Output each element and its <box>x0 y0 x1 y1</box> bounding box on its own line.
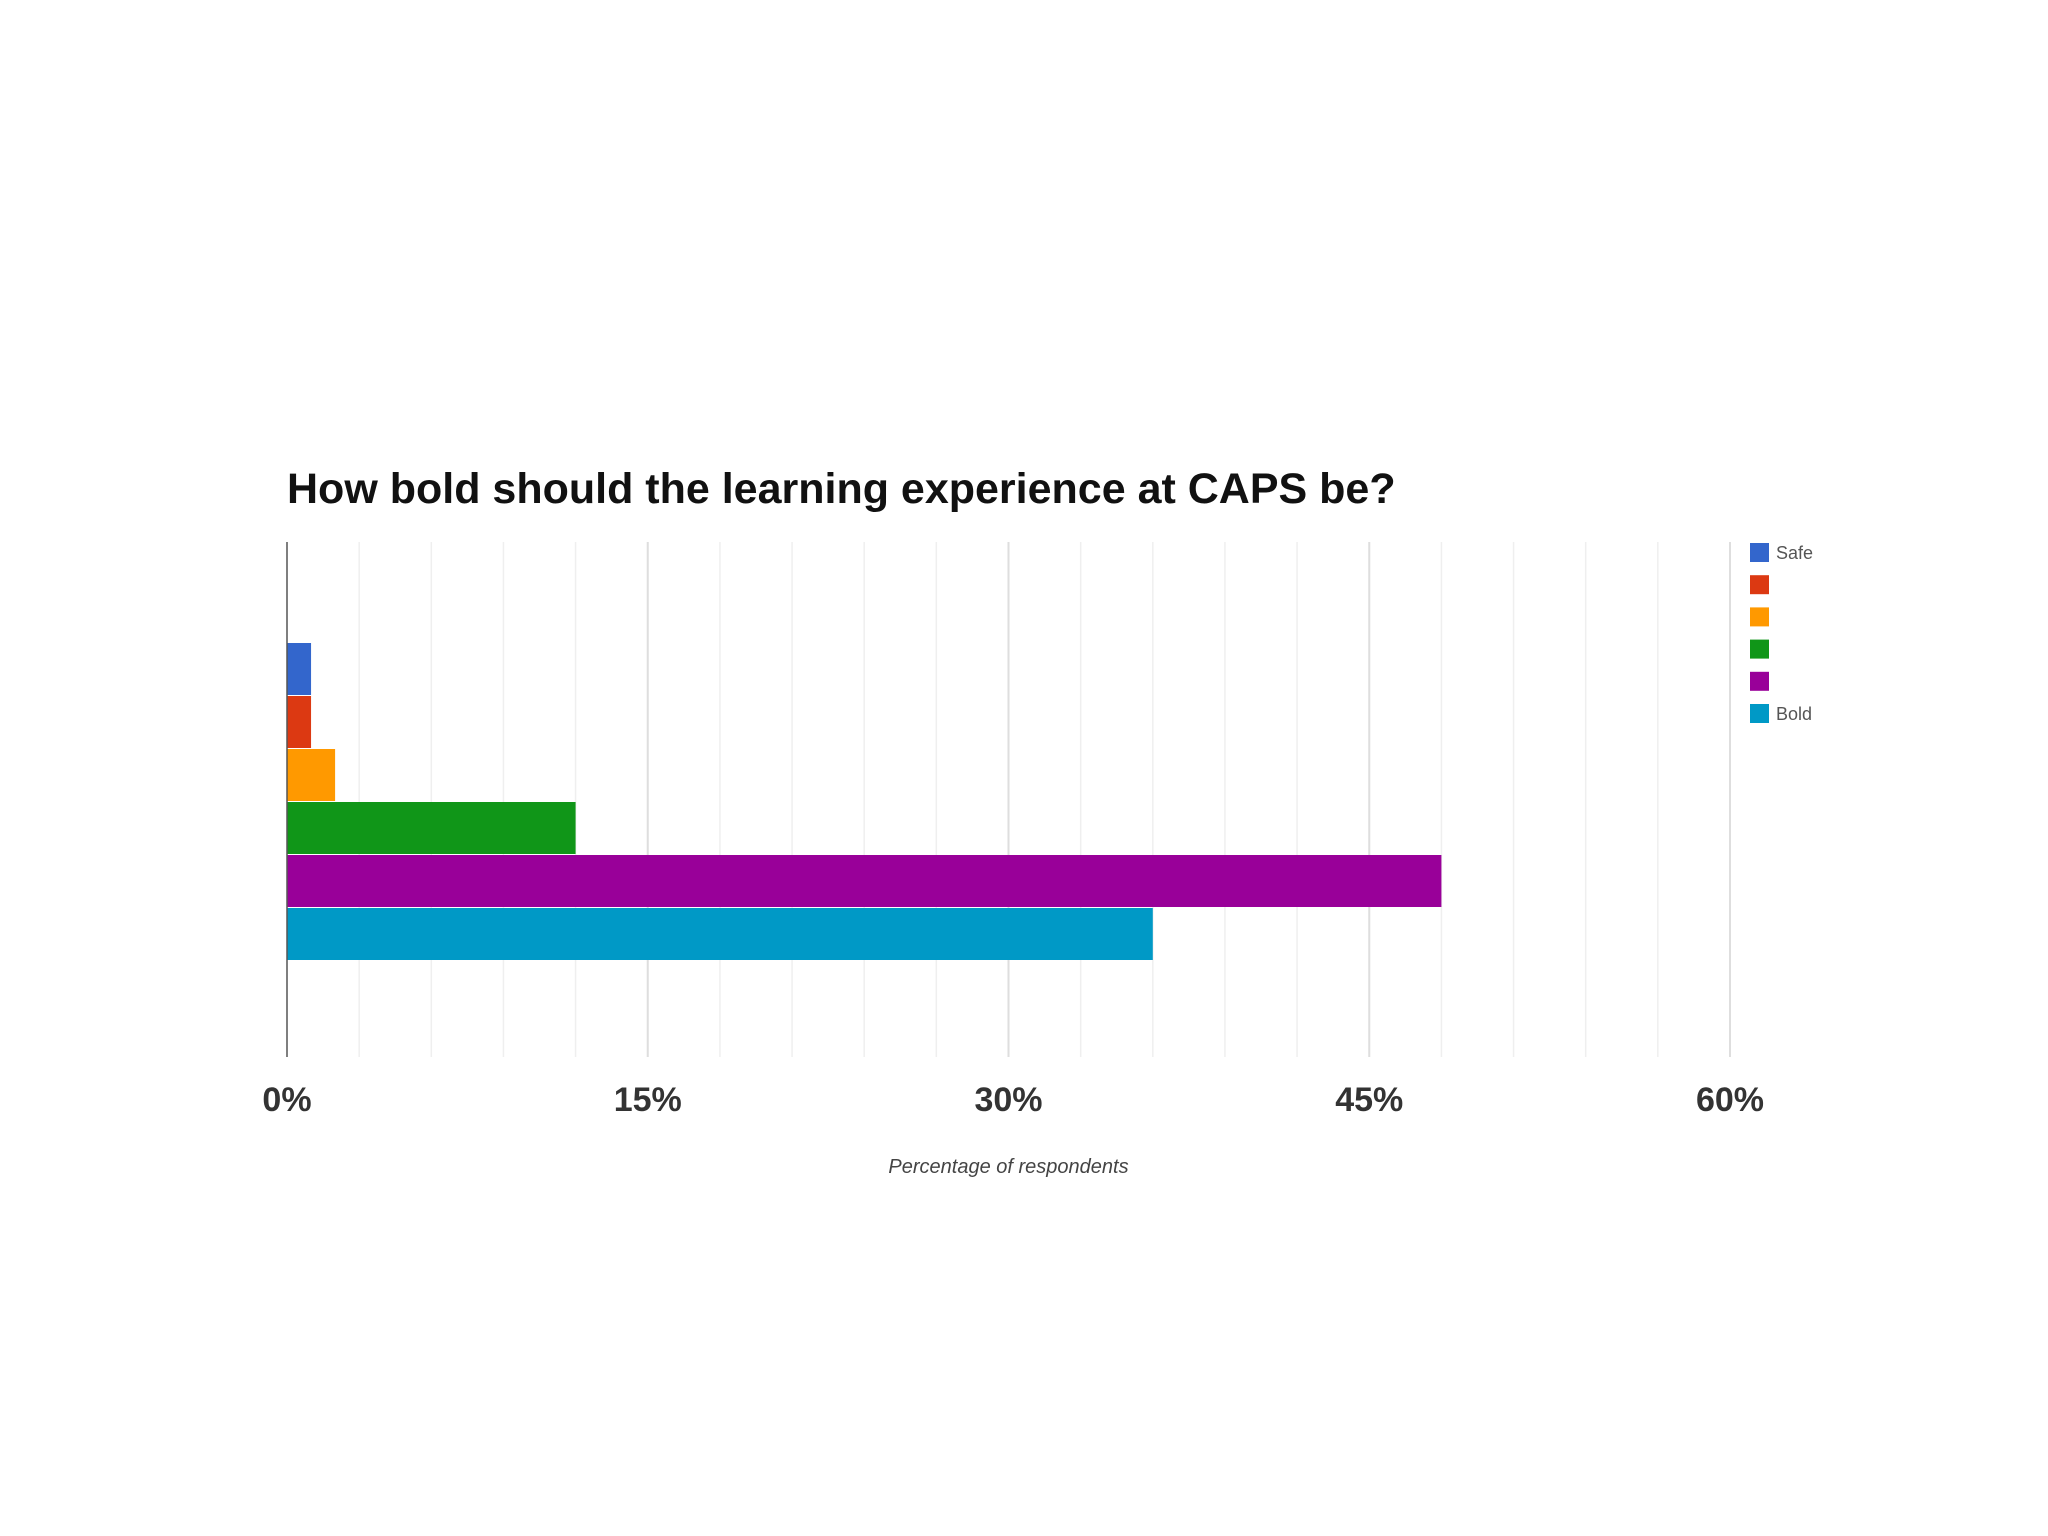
x-tick-label: 15% <box>614 1081 682 1119</box>
chart-title: How bold should the learning experience … <box>287 465 1396 513</box>
bar <box>287 696 312 748</box>
legend-swatch <box>1750 543 1769 562</box>
x-axis-title: Percentage of respondents <box>888 1156 1128 1178</box>
bar <box>287 855 1442 907</box>
legend-label: Bold <box>1776 704 1812 724</box>
legend-swatch <box>1750 704 1769 723</box>
bars <box>287 643 1442 960</box>
legend-swatch <box>1750 575 1769 595</box>
legend-swatch <box>1750 607 1769 627</box>
bar <box>287 643 312 695</box>
bar <box>287 802 576 854</box>
gridlines <box>358 542 1731 1057</box>
bar <box>287 908 1153 960</box>
x-tick-label: 0% <box>262 1081 311 1119</box>
bar <box>287 749 336 801</box>
x-axis-ticks: 0% 15% 30% 45% 60% <box>262 1081 1764 1119</box>
legend-swatch <box>1750 639 1769 659</box>
legend-label: Safe <box>1776 543 1813 563</box>
legend-swatch <box>1750 671 1769 691</box>
legend: Safe Bold <box>1750 543 1813 724</box>
x-tick-label: 45% <box>1335 1081 1403 1119</box>
x-tick-label: 60% <box>1696 1081 1764 1119</box>
x-tick-label: 30% <box>974 1081 1042 1119</box>
